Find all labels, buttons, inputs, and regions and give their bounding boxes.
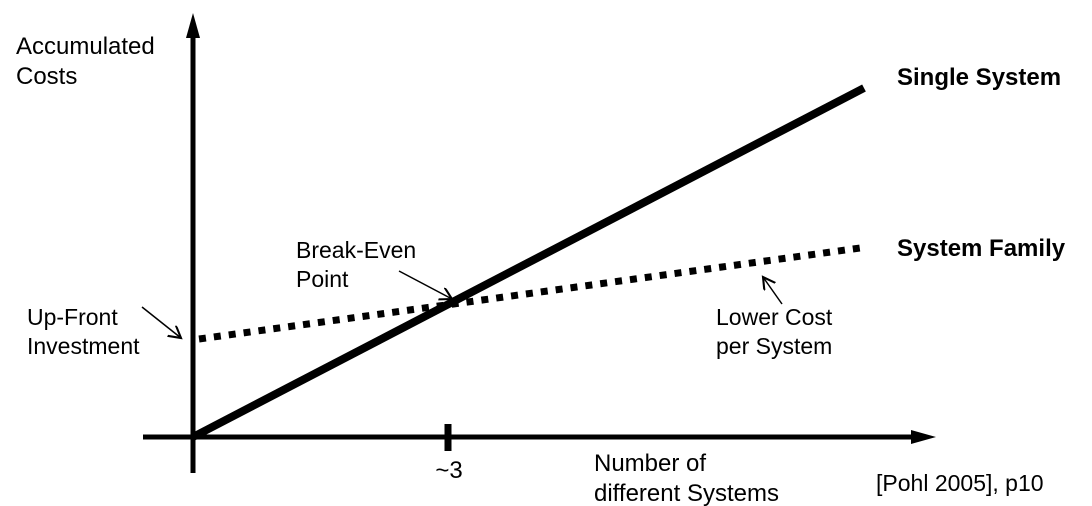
lower-cost-label-line1: Lower Cost <box>716 304 833 330</box>
up-front-label-line1: Up-Front <box>27 304 118 330</box>
y-axis-label: Accumulated Costs <box>16 32 155 92</box>
y-axis-arrowhead-icon <box>186 13 200 38</box>
citation-label: [Pohl 2005], p10 <box>876 470 1044 496</box>
y-axis-label-line2: Costs <box>16 63 78 90</box>
system-family-line <box>198 244 861 343</box>
lower-cost-arrow <box>763 277 783 305</box>
x-axis-label: Number of different Systems <box>594 449 779 506</box>
single-system-line <box>191 84 866 441</box>
system-family-series-label: System Family <box>897 235 1066 262</box>
break-even-label-line1: Break-Even <box>296 237 417 263</box>
x-axis-arrowhead-icon <box>911 430 936 444</box>
x-tick-label-break-even: ~3 <box>435 457 463 484</box>
break-even-label: Break-Even Point <box>296 236 416 294</box>
lower-cost-label-line2: per System <box>716 333 833 359</box>
lower-cost-per-system-label: Lower Cost per System <box>716 303 832 361</box>
up-front-investment-label: Up-Front Investment <box>27 303 140 361</box>
single-system-series-label: Single System <box>897 64 1062 91</box>
break-even-arrow <box>398 270 452 299</box>
break-even-label-line2: Point <box>296 266 349 292</box>
up-front-arrow <box>141 306 181 338</box>
x-axis-label-line1: Number of <box>594 450 707 477</box>
up-front-label-line2: Investment <box>27 333 140 359</box>
x-axis-label-line2: different Systems <box>594 480 779 506</box>
y-axis-label-line1: Accumulated <box>16 33 155 60</box>
